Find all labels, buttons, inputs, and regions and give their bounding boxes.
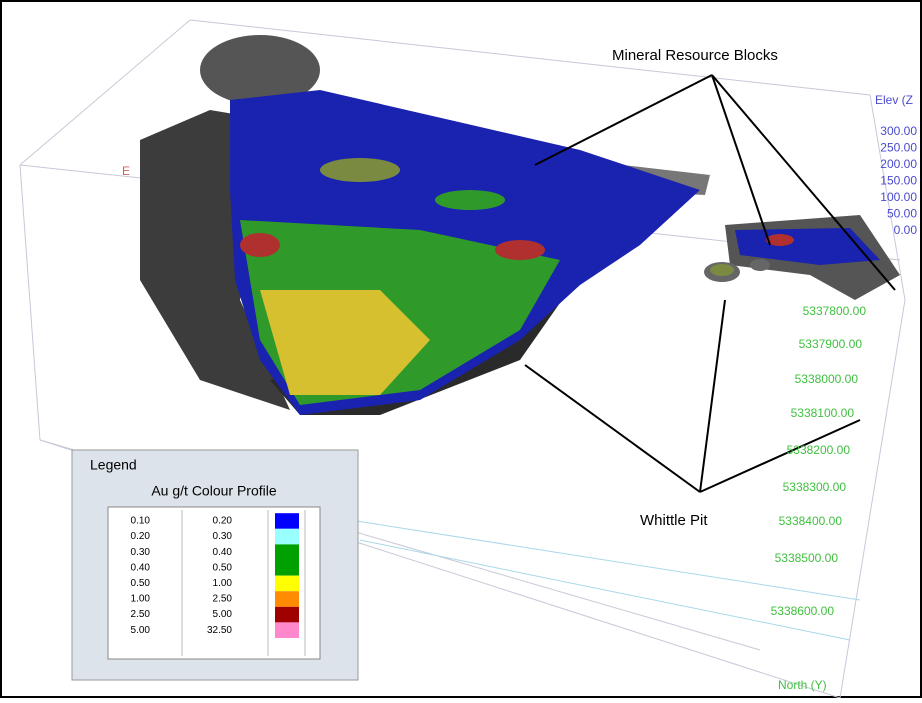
elev-tick-label: 150.00 [880, 174, 917, 188]
legend-swatch [275, 544, 299, 560]
legend-subtitle: Au g/t Colour Profile [151, 483, 276, 499]
legend-from: 1.00 [131, 594, 151, 605]
legend-from: 5.00 [131, 625, 151, 636]
legend-from: 0.10 [131, 516, 151, 527]
elev-tick-label: 0.00 [894, 223, 918, 237]
legend-from: 2.50 [131, 609, 151, 620]
legend-from: 0.20 [131, 531, 151, 542]
legend-from: 0.30 [131, 547, 151, 558]
north-tick-label: 5338300.00 [783, 480, 847, 494]
legend-swatch [275, 622, 299, 638]
legend-from: 0.40 [131, 562, 151, 573]
north-tick-label: 5338400.00 [779, 514, 843, 528]
legend-to: 32.50 [207, 625, 232, 636]
legend-swatch [275, 528, 299, 545]
annotation: Mineral Resource Blocks [612, 47, 778, 64]
legend-title: Legend [90, 457, 137, 473]
resource-blocks [230, 90, 880, 415]
elev-tick-label: 50.00 [887, 207, 917, 221]
elev-tick-label: 200.00 [880, 157, 917, 171]
north-tick-label: 5338000.00 [795, 372, 859, 386]
north-tick-label: 5338500.00 [775, 551, 839, 565]
pointer-lines [524, 74, 896, 493]
legend-to: 1.00 [213, 578, 233, 589]
legend-swatch [275, 606, 299, 623]
axis-title: Elev (Z [875, 93, 913, 107]
legend-swatch [275, 591, 299, 607]
legend-to: 5.00 [213, 609, 233, 620]
legend-from: 0.50 [131, 578, 151, 589]
north-tick-label: 5338200.00 [787, 443, 851, 457]
elev-tick-label: 100.00 [880, 190, 917, 204]
elev-tick-label: 250.00 [880, 141, 917, 155]
legend-swatch [275, 575, 299, 592]
annotation: Whittle Pit [640, 512, 708, 529]
legend-to: 2.50 [213, 594, 233, 605]
elev-tick-label: 300.00 [880, 124, 917, 138]
axis-label: E [122, 164, 130, 178]
north-tick-label: 5337800.00 [803, 304, 867, 318]
legend-to: 0.40 [213, 547, 233, 558]
legend-to: 0.20 [213, 516, 233, 527]
legend-to: 0.50 [213, 562, 233, 573]
north-tick-label: 5338100.00 [791, 406, 855, 420]
axis-title: North (Y) [778, 678, 827, 692]
legend-swatch [275, 513, 299, 529]
legend-swatch [275, 560, 299, 576]
north-tick-label: 5337900.00 [799, 337, 863, 351]
legend-to: 0.30 [213, 531, 233, 542]
north-tick-label: 5338600.00 [771, 604, 835, 618]
